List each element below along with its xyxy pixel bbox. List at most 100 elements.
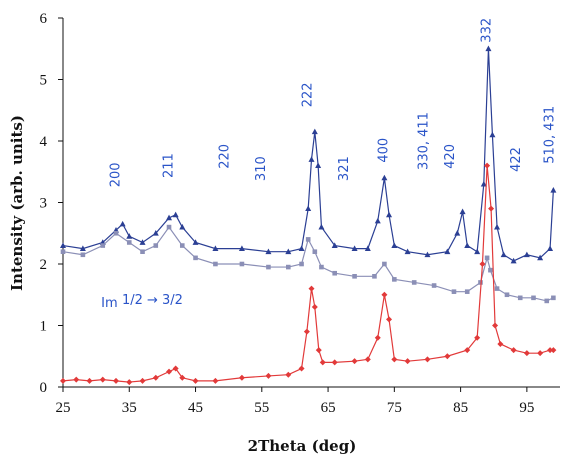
- data-point: [319, 359, 326, 366]
- data-point: [113, 230, 119, 236]
- data-point: [386, 316, 393, 323]
- x-tick-label: 95: [519, 400, 534, 416]
- data-point: [474, 248, 481, 255]
- data-point: [286, 264, 291, 270]
- peak-annotation: 310: [254, 156, 269, 181]
- data-point: [485, 45, 492, 52]
- peak-annotation: 222: [301, 82, 316, 107]
- data-point: [79, 245, 86, 252]
- data-point: [364, 245, 371, 252]
- data-point: [213, 261, 218, 267]
- x-axis-title: 2Theta (deg): [248, 437, 357, 455]
- data-point: [444, 353, 451, 360]
- data-point: [382, 261, 387, 267]
- data-point: [494, 286, 500, 291]
- series-1: [60, 45, 557, 264]
- y-tick-label: 6: [40, 11, 48, 27]
- peak-annotation: Im: [101, 296, 118, 311]
- peak-annotation: 200: [108, 162, 123, 187]
- data-point: [454, 230, 461, 236]
- data-point: [537, 350, 544, 357]
- data-point: [311, 304, 318, 311]
- data-point: [364, 356, 371, 363]
- data-point: [172, 365, 179, 372]
- data-point: [126, 233, 133, 239]
- data-point: [431, 283, 437, 288]
- data-point: [492, 322, 499, 329]
- data-point: [303, 328, 310, 335]
- data-point: [212, 377, 219, 384]
- series-layer: [60, 45, 557, 386]
- data-point: [139, 377, 146, 384]
- data-point: [523, 251, 530, 258]
- data-point: [424, 356, 431, 363]
- data-point: [315, 162, 322, 168]
- x-tick-label: 85: [453, 400, 468, 416]
- data-point: [73, 376, 80, 383]
- peak-annotation: 321: [337, 156, 352, 181]
- data-point: [172, 211, 179, 218]
- data-point: [381, 174, 388, 181]
- data-point: [404, 248, 411, 255]
- data-point: [192, 239, 199, 245]
- data-point: [152, 374, 159, 381]
- data-point: [494, 223, 501, 230]
- data-point: [298, 365, 305, 372]
- data-point: [166, 368, 173, 375]
- data-point: [308, 285, 315, 292]
- data-point: [523, 350, 530, 357]
- data-point: [60, 249, 66, 254]
- annotation-layer: 200 211 220 310 222 321 400 330, 411 420 332 422 51…: [101, 18, 557, 311]
- data-point: [312, 249, 318, 254]
- data-point: [352, 274, 357, 279]
- data-point: [305, 205, 312, 212]
- data-point: [479, 261, 486, 267]
- data-point: [537, 254, 544, 261]
- data-point: [80, 252, 86, 258]
- data-point: [60, 242, 66, 248]
- data-point: [139, 239, 146, 245]
- data-point: [474, 334, 481, 341]
- series-2: [60, 224, 556, 304]
- y-tick-label: 2: [40, 257, 48, 273]
- data-point: [298, 245, 305, 252]
- data-point: [391, 242, 398, 248]
- x-tick-label: 65: [321, 400, 336, 416]
- data-point: [265, 372, 272, 379]
- data-point: [285, 248, 292, 255]
- data-point: [488, 267, 493, 273]
- data-point: [547, 245, 554, 252]
- data-point: [140, 249, 145, 254]
- peak-annotation: 510, 431: [542, 106, 557, 164]
- data-point: [464, 242, 471, 248]
- data-point: [179, 223, 186, 230]
- peak-annotation: 211: [161, 153, 176, 178]
- peak-annotation: 420: [443, 144, 458, 169]
- data-point: [193, 255, 198, 261]
- data-point: [126, 240, 132, 245]
- data-point: [331, 359, 338, 366]
- peak-annotation: 220: [218, 144, 233, 169]
- data-point: [374, 334, 381, 341]
- data-point: [152, 230, 159, 236]
- data-point: [489, 131, 496, 138]
- data-point: [265, 248, 272, 255]
- data-point: [551, 295, 556, 301]
- data-point: [386, 211, 393, 218]
- data-point: [119, 220, 126, 227]
- data-point: [212, 245, 219, 252]
- data-point: [550, 187, 557, 193]
- x-tick-label: 55: [254, 400, 269, 416]
- data-point: [547, 347, 554, 354]
- data-point: [86, 377, 93, 384]
- peak-annotation: 422: [509, 147, 524, 172]
- data-point: [497, 340, 504, 347]
- data-point: [550, 347, 557, 354]
- data-point: [60, 377, 66, 384]
- y-tick-label: 5: [40, 73, 48, 89]
- data-point: [464, 347, 471, 354]
- y-tick-label: 0: [40, 380, 48, 396]
- data-point: [192, 377, 199, 384]
